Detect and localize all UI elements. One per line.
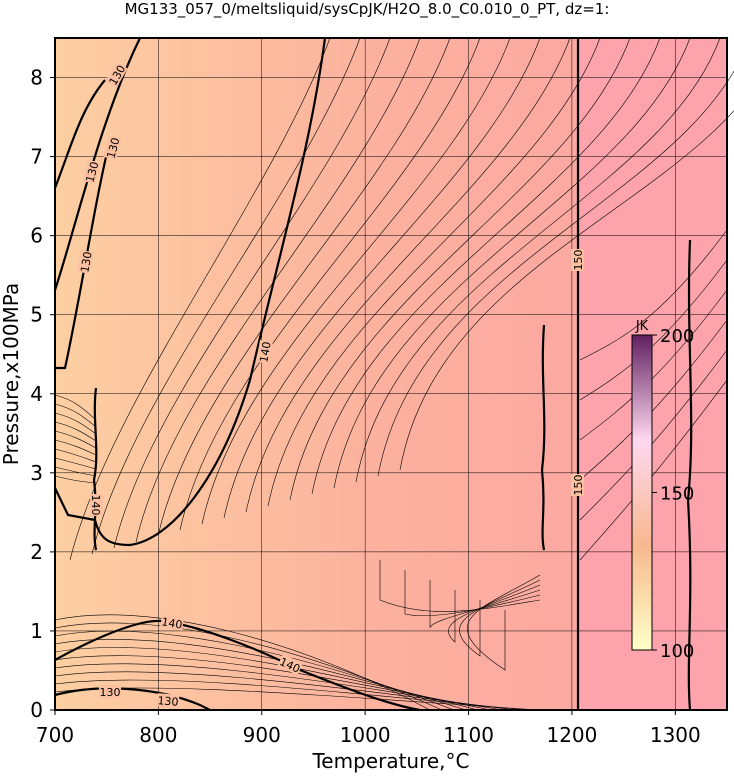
y-tick-label: 6 xyxy=(30,224,43,248)
contour xyxy=(54,457,97,470)
contour xyxy=(54,439,97,456)
contour xyxy=(54,619,421,712)
contour xyxy=(54,655,491,711)
contour xyxy=(54,394,97,421)
contour xyxy=(404,570,541,617)
contour-label: 130 xyxy=(78,251,94,274)
x-tick-label: 1300 xyxy=(650,723,701,747)
y-tick-label: 7 xyxy=(30,145,43,169)
contour xyxy=(69,37,331,561)
contour xyxy=(448,584,541,643)
label-bg xyxy=(571,474,584,496)
contour xyxy=(54,421,97,442)
colorbar-tick-label: 150 xyxy=(660,484,694,505)
thin-contours xyxy=(54,37,734,711)
x-axis-label: Temperature,°C xyxy=(311,749,469,773)
contour xyxy=(92,387,98,551)
label-bg xyxy=(103,135,122,161)
chart-title: MG133_057_0/meltsliquid/sysCpJK/H2O_8.0_… xyxy=(125,0,610,19)
colorbar xyxy=(631,334,653,651)
y-tick-label: 0 xyxy=(30,698,43,722)
contour xyxy=(179,37,481,531)
contour-label: 140 xyxy=(257,341,273,364)
contour-label: 130 xyxy=(157,694,179,709)
label-bg xyxy=(160,614,185,631)
contour xyxy=(54,412,97,435)
contour xyxy=(429,580,541,629)
contour xyxy=(379,560,541,612)
colorbar-label: JK xyxy=(635,319,649,334)
contour xyxy=(540,324,546,551)
contour xyxy=(223,37,541,519)
label-bg xyxy=(90,494,103,516)
contour xyxy=(245,37,571,513)
contour xyxy=(53,79,106,189)
contour xyxy=(157,37,451,537)
colorbar-tick-label: 200 xyxy=(660,326,694,347)
contour xyxy=(311,37,661,495)
y-tick-label: 4 xyxy=(30,382,43,406)
contour xyxy=(289,37,631,501)
contour xyxy=(54,403,97,428)
contour xyxy=(686,239,693,711)
label-bg xyxy=(256,339,273,364)
contour xyxy=(377,70,734,477)
x-tick-label: 1000 xyxy=(340,723,391,747)
x-tick-label: 1100 xyxy=(443,723,494,747)
label-bg xyxy=(156,693,180,708)
contour-label: 130 xyxy=(83,160,101,184)
y-tick-label: 5 xyxy=(30,303,43,327)
x-tick-label: 900 xyxy=(243,723,281,747)
contour xyxy=(579,229,728,361)
x-tick-label: 700 xyxy=(36,723,74,747)
contour-label: 130 xyxy=(100,686,121,699)
contour xyxy=(201,37,511,525)
contour xyxy=(54,671,515,711)
x-tick-label: 1200 xyxy=(546,723,597,747)
plot-frame xyxy=(54,37,728,711)
contour-label: 150 xyxy=(572,475,585,496)
contour-label: 140 xyxy=(89,495,102,516)
contour xyxy=(54,687,211,711)
contour xyxy=(333,37,691,489)
label-bg xyxy=(99,685,121,698)
contour-label: 140 xyxy=(160,615,183,631)
label-bg xyxy=(105,61,128,88)
contour xyxy=(54,37,327,547)
contour xyxy=(54,679,527,711)
label-bg xyxy=(82,159,101,185)
contour xyxy=(135,37,421,543)
label-bg xyxy=(77,249,94,274)
contour xyxy=(54,448,97,463)
label-bg xyxy=(277,654,303,676)
contour xyxy=(459,579,541,657)
contour-label: 130 xyxy=(104,136,122,160)
contour xyxy=(91,37,361,555)
contour xyxy=(355,37,721,483)
y-axis-label: Pressure,x100MPa xyxy=(0,283,23,465)
label-bg xyxy=(571,249,584,271)
contour xyxy=(267,37,601,507)
colorbar-tick-label: 100 xyxy=(660,641,694,662)
contour xyxy=(54,663,503,711)
y-tick-label: 3 xyxy=(30,461,43,485)
contour xyxy=(54,430,97,449)
y-tick-label: 1 xyxy=(30,619,43,643)
y-tick-label: 8 xyxy=(30,66,43,90)
contour xyxy=(113,37,391,549)
contour xyxy=(467,574,541,671)
y-tick-label: 2 xyxy=(30,540,43,564)
contour-label: 150 xyxy=(572,250,585,271)
contour xyxy=(54,647,479,711)
contour xyxy=(399,110,734,471)
x-tick-label: 800 xyxy=(139,723,177,747)
